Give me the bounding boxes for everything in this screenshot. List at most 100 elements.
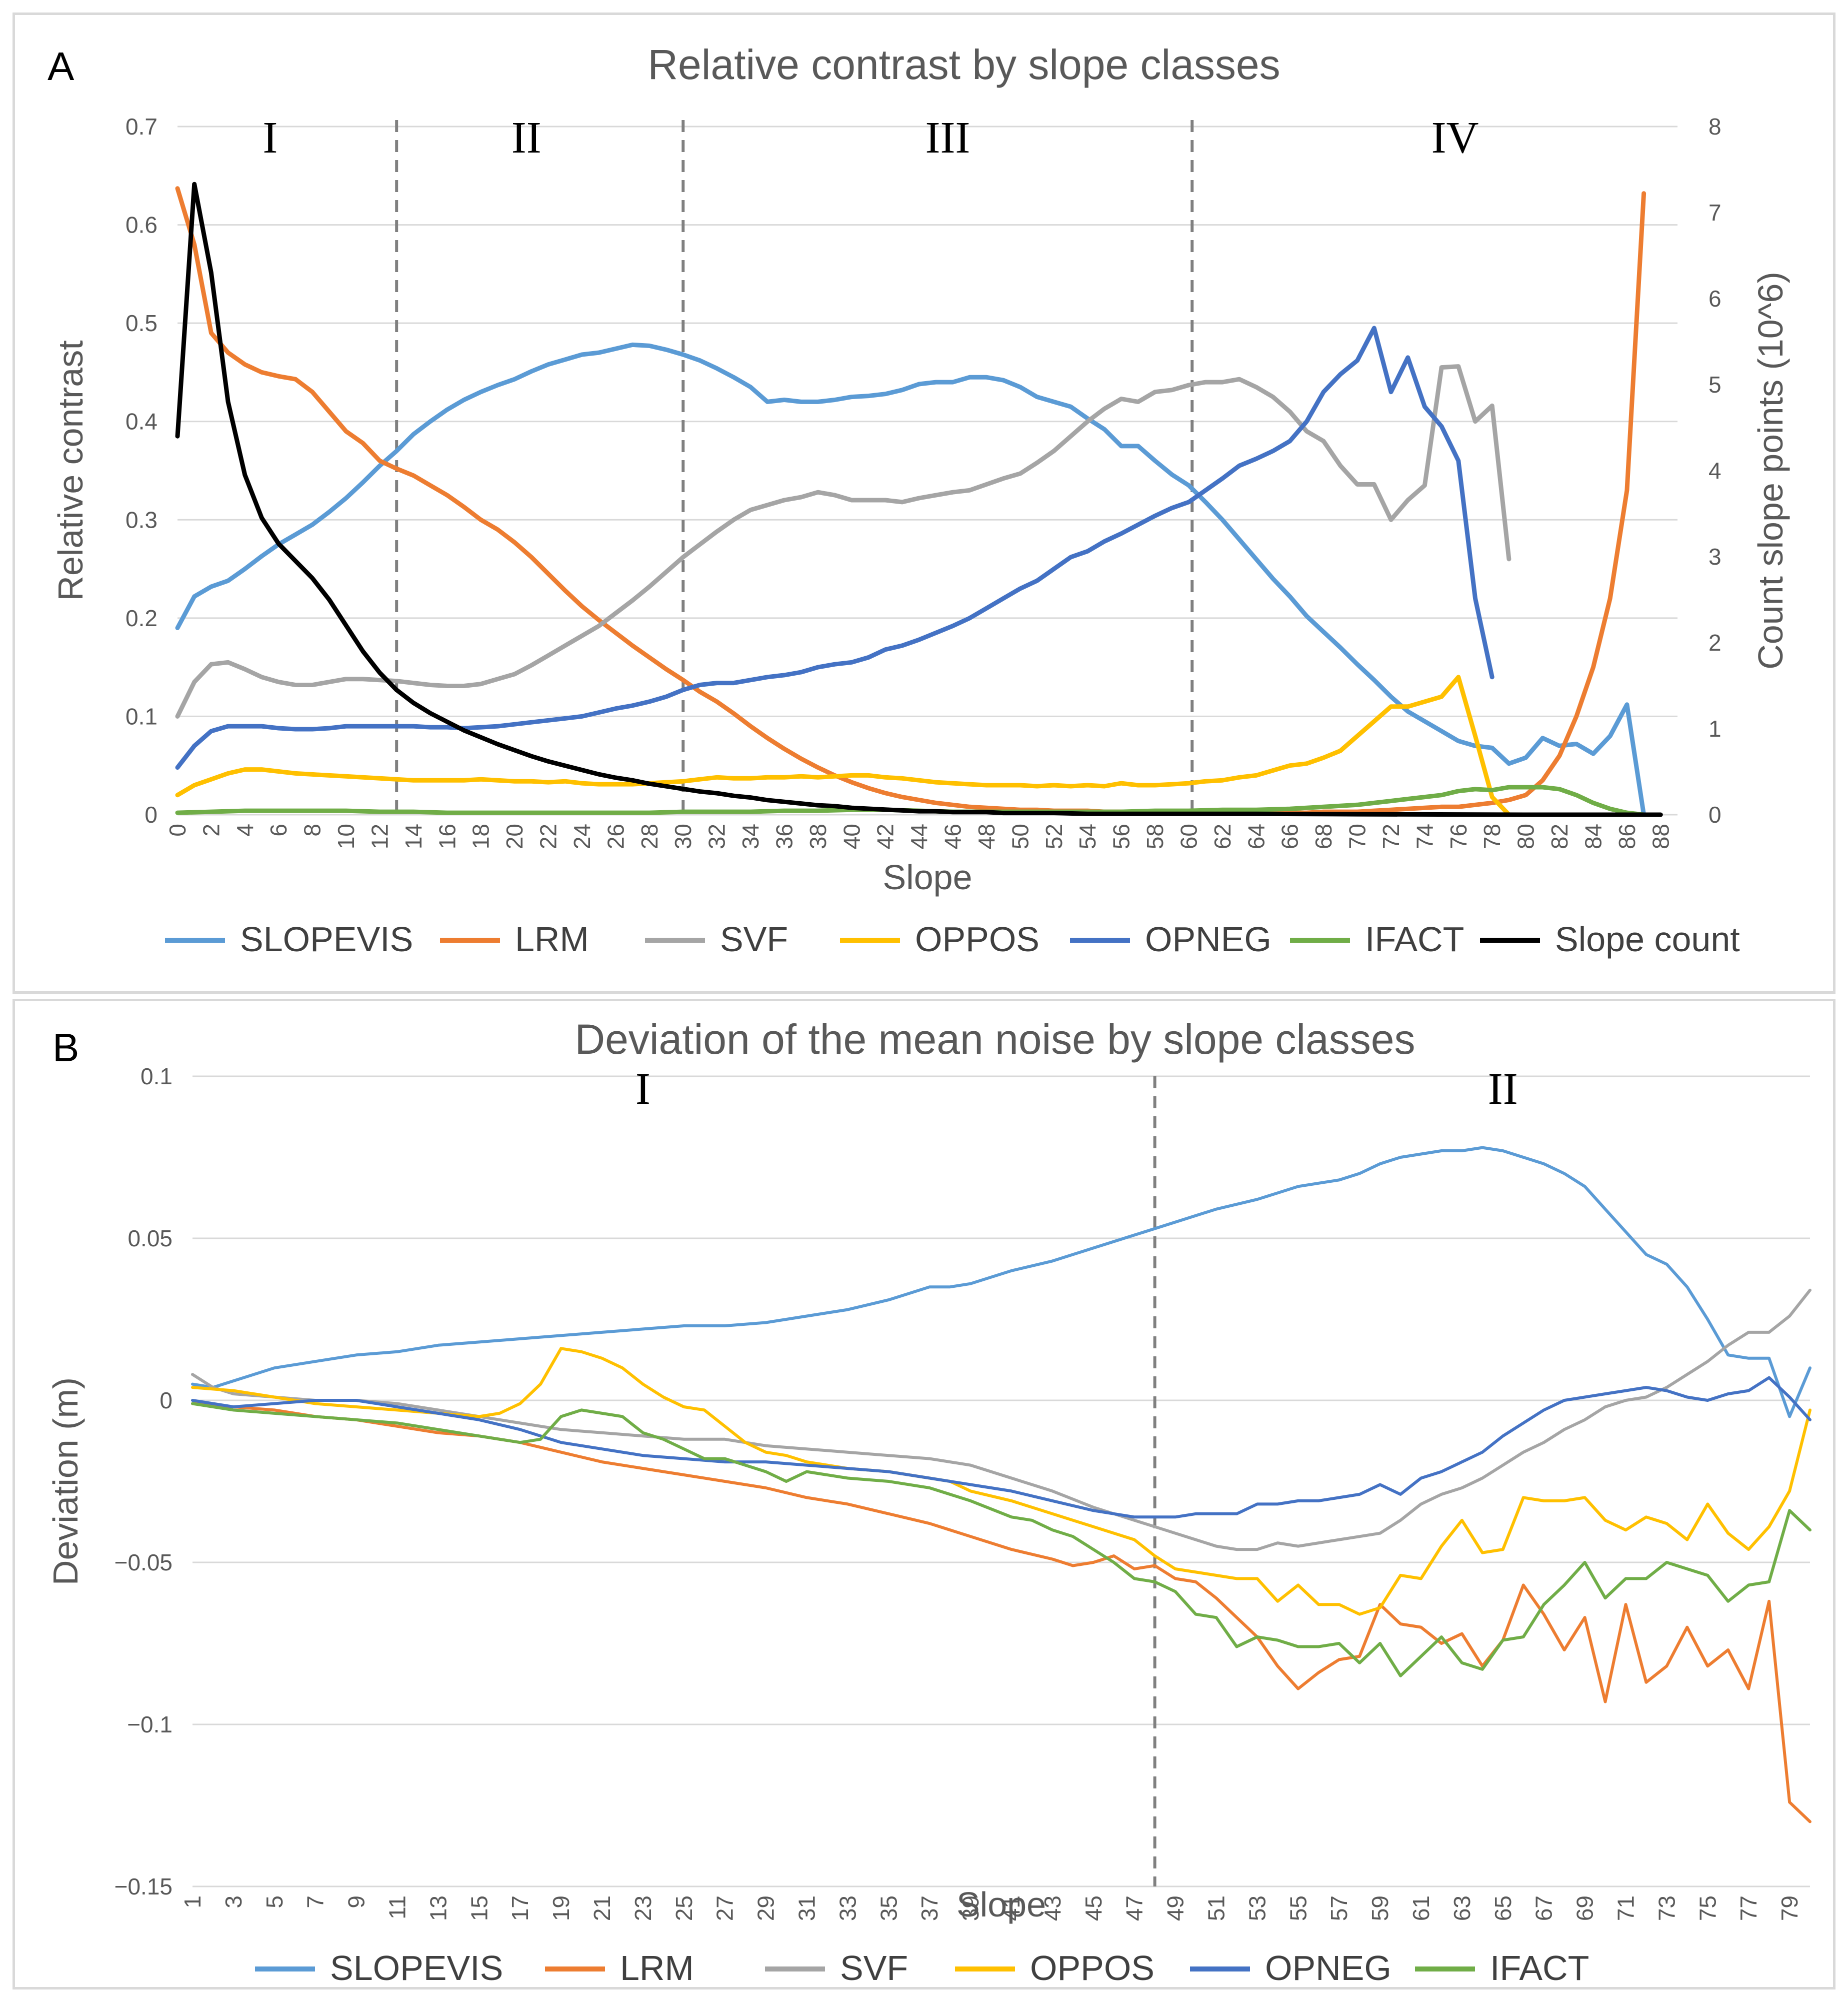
chart-1-series-svf-line [191, 1288, 1812, 1551]
chart-1-x-tick-label: 55 [1285, 1895, 1311, 1921]
chart-0-x-tick-label: 80 [1513, 824, 1539, 849]
chart-0-x-tick-label: 4 [232, 824, 258, 837]
chart-0-x-tick-label: 44 [906, 824, 932, 849]
chart-0-x-tick-label: 6 [266, 824, 292, 837]
chart-0-x-tick-label: 78 [1479, 824, 1505, 849]
chart-1-series-ifact-line [191, 1402, 1812, 1677]
chart-1-y-tick-label: −0.05 [114, 1549, 172, 1575]
chart-0-series-oppos-line [175, 675, 1512, 817]
chart-1-x-tick-label: 69 [1572, 1895, 1598, 1921]
chart-1-x-tick-label: 37 [916, 1895, 942, 1921]
chart-1-series-opneg-line [191, 1376, 1812, 1519]
chart-0-x-tick-label: 66 [1277, 824, 1303, 849]
chart-0-y2-tick-label: 7 [1708, 200, 1722, 226]
chart-0-x-tick-label: 50 [1007, 824, 1033, 849]
chart-0-series-lrm-line [175, 186, 1646, 815]
chart-0-y-axis-label: Relative contrast [51, 340, 90, 601]
chart-1-x-tick-label: 61 [1408, 1895, 1434, 1921]
chart-1-x-tick-label: 57 [1326, 1895, 1352, 1921]
chart-0-y-tick-label: 0.4 [126, 409, 158, 435]
chart-0-legend-label-oppos: OPPOS [915, 920, 1040, 959]
chart-0-series-slope-count-line [175, 182, 1663, 817]
chart-panel-b: B Deviation of the mean noise by slope cl… [12, 999, 1836, 1989]
chart-0-series-svf-line [175, 364, 1512, 719]
chart-1-x-tick-label: 19 [548, 1895, 574, 1921]
chart-1-x-tick-label: 63 [1449, 1895, 1475, 1921]
chart-0-y-tick-label: 0.1 [126, 703, 158, 729]
chart-1-x-tick-label: 17 [507, 1895, 533, 1921]
chart-0-y-tick-label: 0.3 [126, 507, 158, 533]
chart-0-x-tick-label: 10 [333, 824, 359, 849]
chart-0-y-tick-label: 0.5 [126, 310, 158, 336]
chart-0-y2-tick-label: 6 [1708, 286, 1722, 312]
chart-1-x-tick-label: 33 [834, 1895, 860, 1921]
chart-0-region-label: IV [1432, 113, 1479, 163]
chart-0-x-tick-label: 72 [1378, 824, 1404, 849]
chart-0-x-tick-label: 60 [1176, 824, 1202, 849]
chart-0-x-tick-label: 46 [940, 824, 966, 849]
chart-0-x-tick-label: 12 [366, 824, 392, 849]
chart-0-y2-tick-label: 1 [1708, 716, 1722, 742]
chart-0-legend-label-ifact: IFACT [1365, 920, 1464, 959]
chart-1-x-tick-label: 49 [1162, 1895, 1188, 1921]
chart-1-y-tick-label: 0.05 [128, 1225, 172, 1251]
chart-1-y-tick-label: 0 [160, 1387, 172, 1413]
chart-1-legend-label-svf: SVF [840, 1948, 908, 1987]
chart-1-x-tick-label: 47 [1122, 1895, 1148, 1921]
chart-0-x-tick-label: 68 [1310, 824, 1336, 849]
chart-0-y-tick-label: 0 [144, 802, 158, 828]
chart-0-legend-label-slopevis: SLOPEVIS [240, 920, 413, 959]
chart-0-series-slopevis-line [175, 342, 1646, 817]
chart-1-x-tick-label: 9 [344, 1895, 370, 1908]
chart-0-x-tick-label: 28 [636, 824, 662, 849]
chart-1-panel-letter: B [52, 1025, 79, 1070]
chart-panel-a: A Relative contrast by slope classes 0 0.1 0… [12, 13, 1836, 994]
chart-a-svg: A Relative contrast by slope classes 0 0.1 0… [48, 41, 1790, 959]
chart-1-x-tick-label: 71 [1612, 1895, 1638, 1921]
chart-0-x-tick-label: 22 [536, 824, 562, 849]
chart-1-x-tick-label: 45 [1080, 1895, 1106, 1921]
chart-0-x-tick-label: 30 [670, 824, 696, 849]
chart-1-legend-label-opneg: OPNEG [1265, 1948, 1392, 1987]
chart-1-x-tick-label: 53 [1244, 1895, 1270, 1921]
chart-0-x-tick-label: 86 [1614, 824, 1640, 849]
chart-0-x-tick-label: 70 [1344, 824, 1370, 849]
chart-0-x-tick-label: 16 [434, 824, 460, 849]
chart-0-y2-axis-label: Count slope points (10^6) [1751, 272, 1790, 670]
chart-0-x-tick-label: 18 [468, 824, 494, 849]
chart-1-x-tick-label: 67 [1531, 1895, 1557, 1921]
chart-1-x-tick-label: 35 [876, 1895, 902, 1921]
chart-0-x-tick-label: 84 [1580, 824, 1606, 849]
chart-1-title: Deviation of the mean noise by slope cla… [575, 1016, 1416, 1063]
chart-1-x-tick-label: 73 [1654, 1895, 1680, 1921]
chart-1-x-tick-label: 79 [1776, 1895, 1802, 1921]
chart-1-x-tick-label: 3 [220, 1895, 246, 1908]
chart-0-panel-letter: A [48, 44, 74, 89]
chart-0-y2-tick-label: 2 [1708, 630, 1722, 656]
chart-0-x-tick-label: 24 [569, 824, 595, 849]
chart-0-x-tick-label: 58 [1142, 824, 1168, 849]
chart-0-x-tick-label: 40 [838, 824, 864, 849]
chart-0-x-tick-label: 54 [1074, 824, 1100, 849]
chart-0-x-tick-label: 36 [771, 824, 797, 849]
chart-b-svg: B Deviation of the mean noise by slope cl… [46, 1016, 1812, 1987]
chart-1-x-tick-label: 39 [958, 1895, 984, 1921]
chart-0-legend-label-lrm: LRM [515, 920, 589, 959]
chart-1-y-tick-label: −0.1 [127, 1711, 172, 1737]
chart-1-series-oppos-line [191, 1347, 1812, 1616]
chart-0-region-label: I [262, 113, 278, 163]
chart-1-x-tick-label: 7 [302, 1895, 328, 1908]
chart-0-legend-label-slope-count: Slope count [1555, 920, 1740, 959]
chart-1-x-tick-label: 23 [630, 1895, 656, 1921]
chart-0-y-tick-label: 0.7 [126, 114, 158, 140]
chart-1-x-tick-label: 15 [466, 1895, 492, 1921]
chart-1-x-tick-label: 13 [425, 1895, 451, 1921]
chart-0-x-tick-label: 56 [1108, 824, 1134, 849]
chart-1-x-tick-label: 75 [1694, 1895, 1720, 1921]
chart-0-x-tick-label: 32 [704, 824, 730, 849]
chart-1-legend-label-slopevis: SLOPEVIS [330, 1948, 503, 1987]
chart-0-region-label: III [925, 113, 970, 163]
chart-1-y-tick-label: −0.15 [114, 1873, 172, 1899]
chart-1-legend-label-ifact: IFACT [1490, 1948, 1589, 1987]
chart-1-x-tick-label: 27 [712, 1895, 738, 1921]
